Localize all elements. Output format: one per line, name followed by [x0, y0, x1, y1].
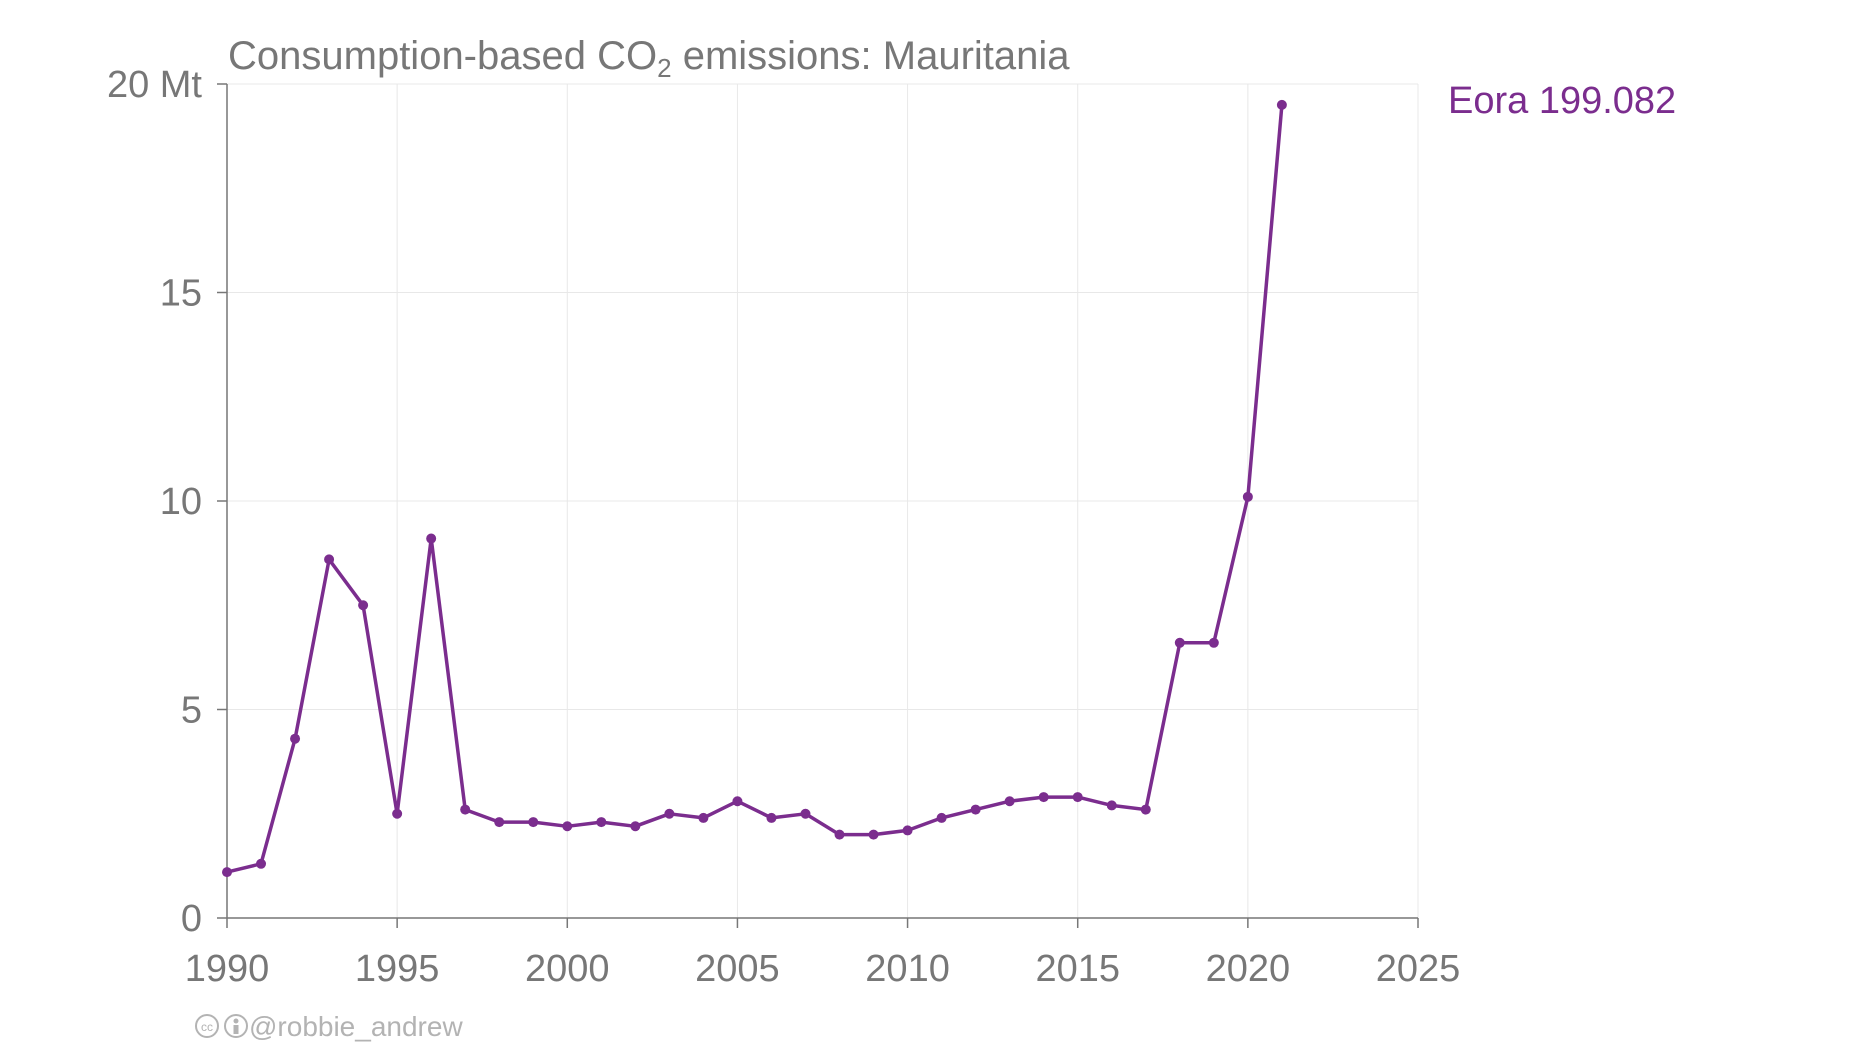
data-point	[664, 808, 675, 819]
data-point	[290, 733, 301, 744]
data-point	[494, 817, 505, 828]
x-tick-label: 2000	[525, 948, 610, 990]
data-point	[1174, 637, 1185, 648]
data-point	[1140, 804, 1151, 815]
x-tick-label: 2015	[1035, 948, 1120, 990]
by-icon	[224, 1014, 248, 1038]
data-point	[970, 804, 981, 815]
x-tick-label: 2025	[1376, 948, 1461, 990]
data-point	[868, 829, 879, 840]
y-tick-label: 15	[160, 273, 202, 315]
data-point	[732, 796, 743, 807]
data-point	[630, 821, 641, 832]
x-tick-label: 2005	[695, 948, 780, 990]
data-point	[562, 821, 573, 832]
data-point	[1038, 792, 1049, 803]
data-point	[596, 817, 607, 828]
data-point	[902, 825, 913, 836]
data-point	[222, 867, 232, 878]
data-point	[1004, 796, 1015, 807]
data-point	[834, 829, 845, 840]
data-point	[426, 533, 437, 544]
data-point	[766, 812, 777, 823]
data-point	[1242, 491, 1253, 502]
chart-title: Consumption-based CO2 emissions: Maurita…	[228, 34, 1070, 83]
y-tick-label: 20 Mt	[107, 64, 202, 106]
data-point	[936, 812, 947, 823]
chart-title-main: Consumption-based CO	[228, 34, 657, 78]
data-point	[528, 817, 539, 828]
axes	[217, 83, 1419, 928]
x-tick-label: 1990	[185, 948, 270, 990]
chart-title-rest: emissions: Mauritania	[672, 34, 1071, 78]
data-point	[256, 858, 267, 869]
cc-icon: cc	[195, 1014, 219, 1038]
data-point	[358, 600, 369, 611]
x-tick-label: 2010	[865, 948, 950, 990]
series-line	[226, 104, 1284, 874]
tick-labels: 1990 1995 2000 2005 2010 2015 2020 2025 0 5 10 15 20…	[107, 64, 1460, 990]
data-point	[392, 808, 403, 819]
data-point	[324, 554, 335, 565]
data-point	[460, 804, 471, 815]
data-point	[698, 812, 709, 823]
chart-title-subscript: 2	[657, 53, 671, 83]
svg-text:cc: cc	[201, 1020, 213, 1034]
series-end-label: Eora 199.082	[1448, 80, 1676, 122]
data-point	[1072, 792, 1083, 803]
x-tick-label: 2020	[1206, 948, 1291, 990]
data-point	[1106, 800, 1117, 811]
series-group	[222, 99, 1287, 878]
credit: cc @robbie_andrew	[195, 1011, 463, 1042]
y-tick-label: 5	[181, 690, 202, 732]
data-point	[1208, 637, 1219, 648]
x-tick-label: 1995	[355, 948, 440, 990]
credit-text: @robbie_andrew	[249, 1011, 463, 1042]
y-tick-label: 0	[181, 898, 202, 940]
data-point	[1276, 99, 1287, 110]
grid	[227, 83, 1419, 918]
y-tick-label: 10	[160, 481, 202, 523]
data-point	[800, 808, 811, 819]
